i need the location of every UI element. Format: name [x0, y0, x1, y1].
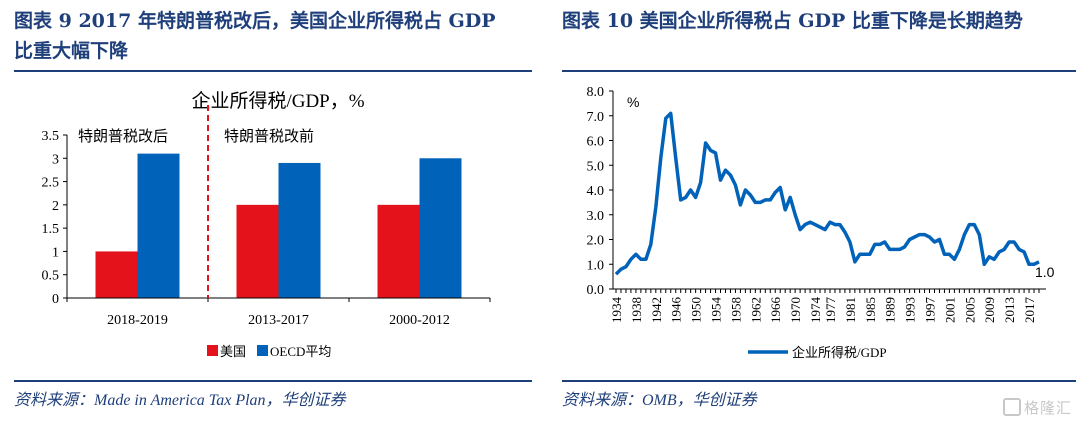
- line-y-axis: 0.0 1.0 2.0 3.0 4.0 5.0 6.0 7.0 8.0: [587, 85, 614, 298]
- line-x-tick-label: 1934: [609, 297, 624, 324]
- line-x-tick-label: 1970: [788, 297, 803, 323]
- line-x-tick-label: 1966: [768, 297, 783, 324]
- bar-chart-title: 企业所得税/GDP，%: [191, 90, 364, 112]
- bar-y-tick-label: 1.5: [42, 222, 60, 237]
- left-title-rule: [14, 70, 532, 72]
- bar-y-tick-label: 2: [52, 199, 59, 214]
- bar-x-axis: 2018-2019 2013-2017 2000-2012: [66, 297, 491, 328]
- bar-y-tick-label: 3: [52, 152, 59, 167]
- annotation-after-reform: 特朗普税改后: [78, 128, 168, 145]
- legend-label-us: 美国: [220, 344, 246, 359]
- right-source-note: 资料来源：OMB，华创证券: [562, 392, 757, 409]
- right-source-rule: [562, 380, 1076, 382]
- line-y-tick-label: 6.0: [587, 135, 605, 150]
- bar-y-tick-label: 0: [52, 292, 59, 307]
- line-x-tick-label: 2001: [942, 297, 957, 323]
- bar-us: [377, 204, 420, 298]
- line-series-corporate-tax: [614, 111, 1040, 276]
- bar-oecd: [278, 162, 321, 298]
- annotation-before-reform: 特朗普税改前: [224, 128, 314, 145]
- line-x-tick-label: 1958: [728, 297, 743, 323]
- left-source-rule: [14, 380, 532, 382]
- line-x-tick-label: 2009: [982, 297, 997, 323]
- left-figure-title: 图表 9 2017 年特朗普税改后，美国企业所得税占 GDP 比重大幅下降: [14, 6, 496, 66]
- bar-us: [95, 251, 138, 298]
- line-y-tick-label: 8.0: [587, 85, 605, 100]
- line-y-tick-label: 4.0: [587, 184, 605, 199]
- bar-us: [236, 204, 279, 298]
- watermark-logo-icon: [1002, 398, 1021, 416]
- bar-x-tick-label: 2013-2017: [248, 313, 309, 328]
- line-y-tick-label: 5.0: [587, 159, 605, 174]
- left-title-line-2: 比重大幅下降: [14, 40, 129, 62]
- bar-oecd: [419, 158, 462, 298]
- line-y-tick-label: 1.0: [587, 258, 605, 273]
- bar-chart: 企业所得税/GDP，% 00.511.522.533.5 2018-2019 20…: [42, 90, 491, 359]
- right-title-line-1: 图表 10 美国企业所得税占 GDP 比重下降是长期趋势: [562, 10, 1023, 32]
- line-x-tick-label: 2005: [962, 297, 977, 323]
- line-x-tick-label: 1954: [709, 297, 724, 324]
- line-x-tick-label: 2017: [1022, 297, 1037, 324]
- legend-swatch-us: [207, 345, 218, 356]
- line-x-tick-label: 1942: [649, 297, 664, 323]
- line-y-tick-label: 0.0: [587, 283, 605, 298]
- line-x-tick-label: 1997: [923, 297, 938, 324]
- line-x-tick-label: 1962: [748, 297, 763, 323]
- line-x-tick-label: 1985: [863, 297, 878, 323]
- right-figure-title: 图表 10 美国企业所得税占 GDP 比重下降是长期趋势: [562, 6, 1023, 36]
- line-x-tick-label: 1977: [823, 297, 838, 324]
- right-title-rule: [562, 70, 1076, 72]
- line-x-tick-label: 1993: [903, 297, 918, 323]
- legend-swatch-oecd: [257, 345, 268, 356]
- line-x-tick-label: 1938: [629, 297, 644, 323]
- bar-y-tick-label: 3.5: [42, 129, 60, 144]
- bar-y-axis: 0 0.5 1 1.5 2 2.5 3 3.5: [42, 129, 68, 307]
- line-x-tick-label: 1989: [883, 297, 898, 323]
- left-source-note: 资料来源：Made in America Tax Plan，华创证券: [14, 392, 346, 409]
- legend-label-corporate-tax: 企业所得税/GDP: [792, 345, 887, 360]
- bar-y-tick-label: 0.5: [42, 269, 60, 284]
- bar-series: [95, 153, 462, 298]
- bar-y-tick-label: 1: [52, 245, 59, 260]
- line-y-unit-label: %: [627, 94, 639, 110]
- line-chart: 0.01.02.03.04.05.06.07.08.0 % 1934 1938 19…: [587, 85, 1055, 360]
- left-title-line-1: 图表 9 2017 年特朗普税改后，美国企业所得税占 GDP: [14, 10, 496, 32]
- line-x-tick-label: 1974: [808, 297, 823, 324]
- bar-oecd: [137, 153, 180, 298]
- bar-legend: 美国 OECD平均: [207, 344, 331, 359]
- line-y-tick-label: 3.0: [587, 209, 605, 224]
- line-y-tick-label: 7.0: [587, 110, 605, 125]
- watermark-text: 格隆汇: [1023, 399, 1072, 417]
- line-x-tick-label: 1981: [843, 297, 858, 323]
- bar-x-tick-label: 2018-2019: [107, 313, 168, 328]
- line-x-tick-label: 2013: [1002, 297, 1017, 323]
- legend-label-oecd: OECD平均: [270, 344, 331, 359]
- line-y-tick-label: 2.0: [587, 234, 605, 249]
- bar-x-tick-label: 2000-2012: [389, 313, 450, 328]
- line-x-axis: 1934 1938 1942 1946 1950 1954 1958 1962 1966 1970…: [609, 288, 1046, 324]
- bar-y-tick-label: 2.5: [42, 176, 60, 191]
- line-legend: 企业所得税/GDP: [748, 345, 887, 360]
- line-x-tick-label: 1950: [689, 297, 704, 323]
- line-x-tick-label: 1946: [669, 297, 684, 324]
- watermark: 格隆汇: [1002, 397, 1072, 418]
- line-end-value-label: 1.0: [1035, 264, 1055, 280]
